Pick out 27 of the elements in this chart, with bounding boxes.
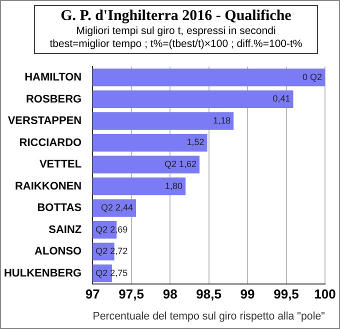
annotation: 1,80 <box>165 180 183 191</box>
y-tick-label: SAINZ <box>48 224 82 236</box>
y-tick-label: ALONSO <box>34 246 82 258</box>
annotation: 1,52 <box>186 137 204 148</box>
x-tick-label: 100 <box>314 286 336 302</box>
y-tick-label: ROSBERG <box>26 93 82 106</box>
x-axis-title: Percentuale del tempo sul giro rispetto alla "pole" <box>92 310 326 322</box>
y-tick-label: VERSTAPPEN <box>8 115 82 128</box>
annotation: Q2 2,44 <box>100 202 133 213</box>
annotation: 1,18 <box>213 115 231 126</box>
x-tick-label: 99,5 <box>274 286 299 302</box>
y-tick-label: HULKENBERG <box>4 267 82 280</box>
y-tick-label: RICCIARDO <box>19 136 82 149</box>
y-tick-label: BOTTAS <box>37 202 82 214</box>
y-tick-label: RAIKKONEN <box>14 180 82 192</box>
x-tick-label: 99 <box>240 286 255 302</box>
chart-subtitle: Migliori tempi sul giro t, espressi in secondi tbest=miglior tempo ; t%=(tbest/t)×100 ; diff.%=100-t% <box>48 25 304 51</box>
x-tick-label: 97,5 <box>118 286 144 302</box>
x-tick-label: 97 <box>85 286 100 302</box>
annotation: 0,41 <box>272 94 290 104</box>
y-tick-label: HAMILTON <box>24 72 82 84</box>
x-tick-label: 98,5 <box>196 286 222 302</box>
chart-title: G. P. d'Inghilterra 2016 - Qualifiche <box>60 8 292 25</box>
annotation: 0 Q2 <box>302 72 322 82</box>
x-tick-label: 98 <box>162 286 178 302</box>
annotation: Q2 1,62 <box>164 159 197 170</box>
y-tick-label: VETTEL <box>39 158 82 171</box>
